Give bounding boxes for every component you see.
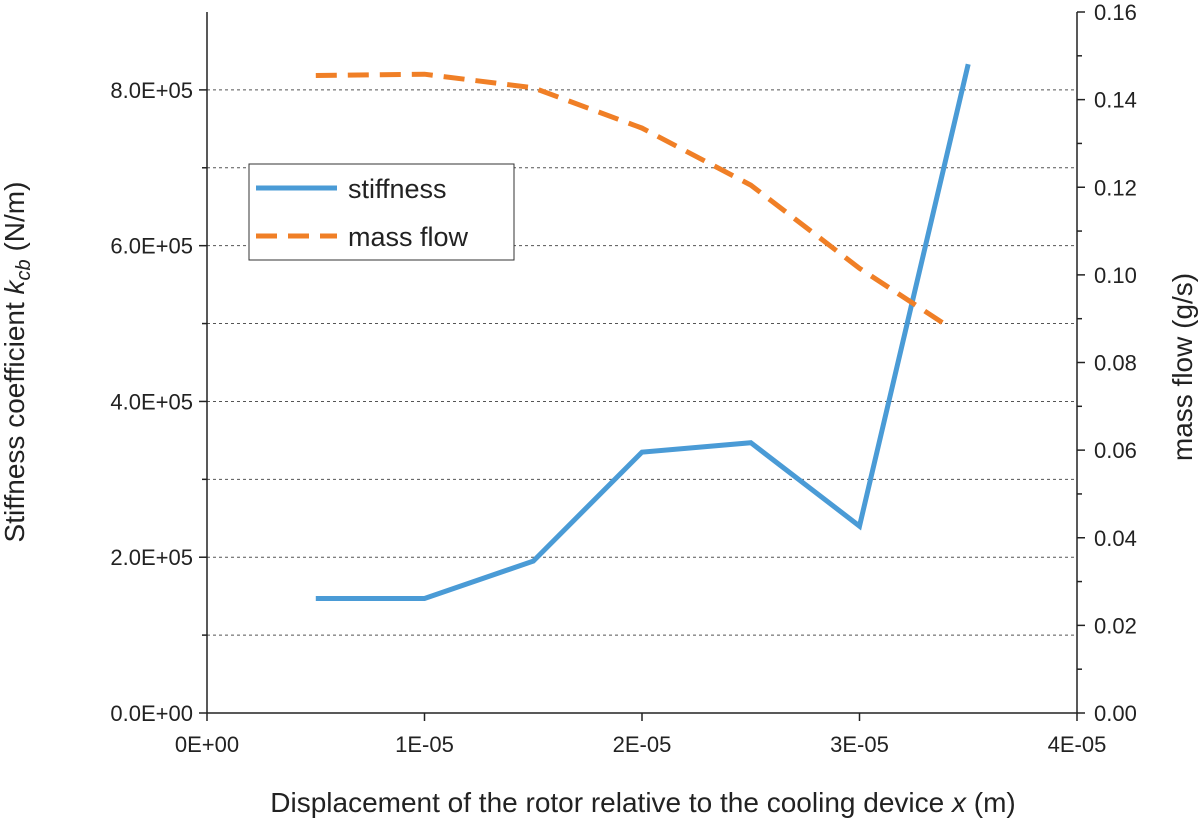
y-left-tick-label: 2.0E+05 bbox=[110, 545, 193, 570]
y-right-tick-label: 0.00 bbox=[1094, 701, 1137, 726]
y-right-axis-title: mass flow (g/s) bbox=[1167, 273, 1198, 461]
y-right-tick-label: 0.08 bbox=[1094, 351, 1137, 376]
y-left-tick-label: 0.0E+00 bbox=[110, 701, 193, 726]
axes bbox=[206, 12, 1078, 714]
y-left-tick-label: 8.0E+05 bbox=[110, 78, 193, 103]
legend-label-mass-flow: mass flow bbox=[348, 222, 469, 252]
legend: stiffness mass flow bbox=[248, 163, 515, 261]
x-tick-label: 4E-05 bbox=[1048, 732, 1107, 757]
series-lines bbox=[315, 63, 971, 601]
y-left-tick-label: 4.0E+05 bbox=[110, 389, 193, 414]
y-right-tick-label: 0.12 bbox=[1094, 175, 1137, 200]
x-tick-label: 3E-05 bbox=[830, 732, 889, 757]
y-left-axis-title: Stiffness coefficient kcb (N/m) bbox=[0, 182, 35, 543]
x-tick-label: 1E-05 bbox=[395, 732, 454, 757]
x-tick-label: 0E+00 bbox=[175, 732, 239, 757]
x-axis-title: Displacement of the rotor relative to th… bbox=[270, 787, 1015, 818]
series-line-mass-flow bbox=[315, 71, 948, 328]
y-left-tick-label: 6.0E+05 bbox=[110, 234, 193, 259]
y-right-tick-label: 0.10 bbox=[1094, 263, 1137, 288]
y-right-tick-label: 0.04 bbox=[1094, 526, 1137, 551]
x-tick-label: 2E-05 bbox=[613, 732, 672, 757]
series-line-stiffness bbox=[315, 63, 971, 601]
y-right-tick-label: 0.02 bbox=[1094, 613, 1137, 638]
legend-box bbox=[248, 163, 515, 261]
legend-label-stiffness: stiffness bbox=[348, 174, 447, 204]
ticks: 0E+00 1E-05 2E-05 3E-05 4E-05 0.0E+00 2.0E+05 4… bbox=[110, 0, 1136, 757]
y-right-tick-label: 0.14 bbox=[1094, 88, 1137, 113]
y-right-tick-label: 0.06 bbox=[1094, 438, 1137, 463]
y-right-tick-label: 0.16 bbox=[1094, 0, 1137, 25]
